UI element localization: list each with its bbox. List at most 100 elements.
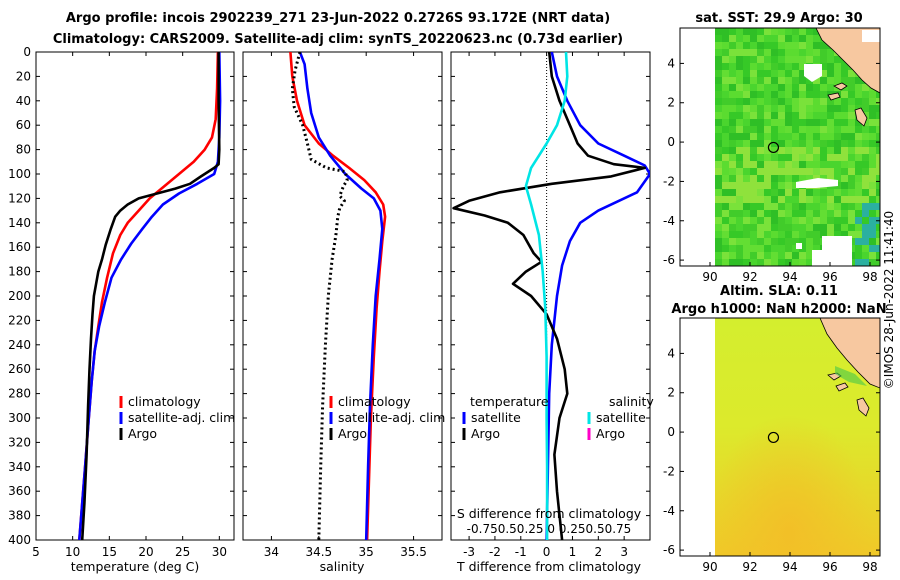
map-x-tick-label: 94: [782, 270, 797, 284]
sst-map-image: [680, 28, 880, 266]
y-tick-label: 380: [8, 509, 31, 523]
x-tick-label: 30: [212, 545, 227, 559]
x-tick-label: 35.5: [400, 545, 427, 559]
y-tick-label: 400: [8, 533, 31, 547]
sst-map-axes: [679, 27, 881, 267]
y-tick-label: 340: [8, 460, 31, 474]
x-tick-label: 25: [175, 545, 190, 559]
y-tick-label: 80: [16, 143, 31, 157]
sst-map-title: sat. SST: 29.9 Argo: 30: [695, 11, 862, 26]
y-tick-label: 100: [8, 167, 31, 181]
legend-t-satellite: satellite: [471, 410, 521, 425]
x-tick-label: 1: [569, 545, 577, 559]
depth-axis: 0 20 40 60 80 100 120 140 160 180 200 220 240 260 280 3…: [8, 45, 650, 547]
y-tick-label: 60: [16, 118, 31, 132]
difference-legend: temperature salinity satellite Argo sate…: [462, 394, 654, 441]
map-y-tick-label: -2: [663, 464, 675, 478]
series-line-argo: [290, 52, 349, 540]
salinity-x-ticks: 34 34.5 35 35.5: [264, 52, 427, 559]
sla-map-axes: [679, 317, 881, 557]
x-tick-label: 5: [32, 545, 40, 559]
x-tick-label: 20: [138, 545, 153, 559]
map-x-tick-label: 96: [822, 560, 837, 574]
x-tick-label: 35: [359, 545, 374, 559]
temperature-x-label: temperature (deg C): [71, 559, 200, 574]
y-tick-label: 300: [8, 411, 31, 425]
x-tick-label: 3: [620, 545, 628, 559]
salinity-x-label: salinity: [320, 559, 365, 574]
x-tick-label: 2: [594, 545, 602, 559]
series-line-satellite-adj-clim: [78, 52, 222, 540]
y-tick-label: 280: [8, 387, 31, 401]
map-y-tick-label: -4: [663, 214, 675, 228]
legend-climatology: climatology: [128, 394, 201, 409]
legend-satellite-adj: satellite-adj. clim: [128, 410, 235, 425]
s-difference-ticks: -0.750.50.25 0 0.250.50.75: [467, 522, 632, 536]
x-tick-label: -1: [515, 545, 527, 559]
temperature-axes: [35, 51, 235, 541]
x-tick-label: 10: [65, 545, 80, 559]
copyright-label: ©IMOS 28-Jun-2022 11:41:40: [882, 211, 896, 389]
series-line-temperature-satellite: [545, 52, 650, 540]
x-tick-label: 34.5: [305, 545, 332, 559]
title-line-2: Climatology: CARS2009. Satellite-adj cli…: [53, 32, 623, 47]
legend-satellite-adj: satellite-adj. clim: [338, 410, 445, 425]
map-y-tick-label: 2: [667, 96, 675, 110]
y-tick-label: 260: [8, 362, 31, 376]
map-x-tick-label: 98: [862, 560, 877, 574]
y-tick-label: 160: [8, 240, 31, 254]
legend-salinity-title: salinity: [609, 394, 654, 409]
map-y-tick-label: -6: [663, 253, 675, 267]
y-tick-label: 220: [8, 313, 31, 327]
y-tick-label: 40: [16, 94, 31, 108]
map-x-tick-label: 92: [742, 560, 757, 574]
y-tick-label: 200: [8, 289, 31, 303]
legend-argo: Argo: [338, 426, 367, 441]
salinity-lines: [289, 52, 387, 540]
map-x-tick-label: 94: [782, 560, 797, 574]
x-tick-label: 34: [264, 545, 279, 559]
legend-temperature-title: temperature: [470, 394, 549, 409]
legend-s-argo: Argo: [596, 426, 625, 441]
map-x-tick-label: 96: [822, 270, 837, 284]
x-tick-label: 15: [102, 545, 117, 559]
map-x-tick-label: 90: [702, 270, 717, 284]
x-tick-label: -2: [489, 545, 501, 559]
legend-argo: Argo: [128, 426, 157, 441]
x-tick-label: -3: [463, 545, 475, 559]
series-line-salinity-satellite: [524, 52, 569, 540]
legend-climatology: climatology: [338, 394, 411, 409]
salinity-legend: climatology satellite-adj. clim Argo: [329, 394, 445, 441]
map-y-tick-label: -4: [663, 504, 675, 518]
map-x-tick-label: 92: [742, 270, 757, 284]
series-line-satellite-adj-clim: [298, 52, 384, 540]
sla-argo-marker: [767, 431, 780, 444]
difference-x-label: T difference from climatology: [456, 559, 642, 574]
sst-map-ticks: 90 92 94 96 98 -6 -4 -2 0 2 4: [663, 56, 880, 284]
y-tick-label: 120: [8, 191, 31, 205]
map-y-tick-label: 4: [667, 56, 675, 70]
difference-lines: [452, 52, 650, 540]
sla-map-title-2: Argo h1000: NaN h2000: NaN: [671, 302, 886, 317]
sla-map-ticks: 90 92 94 96 98 -6 -4 -2 0 2 4: [663, 346, 880, 574]
title-line-1: Argo profile: incois 2902239_271 23-Jun-…: [66, 11, 610, 26]
x-tick-label: 0: [543, 545, 551, 559]
salinity-axes: [242, 51, 443, 541]
temperature-lines: [78, 52, 222, 540]
legend-t-argo: Argo: [471, 426, 500, 441]
map-x-tick-label: 98: [862, 270, 877, 284]
temperature-legend: climatology satellite-adj. clim Argo: [119, 394, 235, 441]
y-tick-label: 360: [8, 484, 31, 498]
temperature-x-ticks: 5 10 15 20 25 30: [32, 52, 227, 559]
y-tick-label: 140: [8, 216, 31, 230]
legend-s-satellite: satellite: [596, 410, 646, 425]
sla-map-image: [680, 318, 880, 556]
series-line-climatology: [289, 52, 387, 540]
map-y-tick-label: -2: [663, 174, 675, 188]
map-y-tick-label: 2: [667, 386, 675, 400]
y-tick-label: 0: [23, 45, 31, 59]
map-y-tick-label: -6: [663, 543, 675, 557]
map-x-tick-label: 90: [702, 560, 717, 574]
sla-map-title-1: Altim. SLA: 0.11: [720, 284, 838, 299]
